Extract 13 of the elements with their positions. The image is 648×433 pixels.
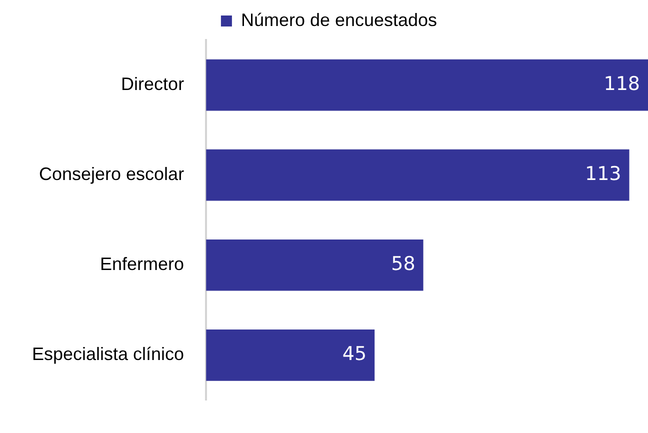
- data-label: 45: [342, 343, 367, 366]
- y-tick-label: Enfermero: [100, 254, 184, 274]
- data-label: 58: [391, 253, 416, 276]
- bar: [206, 149, 630, 201]
- data-label: 118: [604, 72, 640, 95]
- y-tick-label: Consejero escolar: [38, 164, 184, 184]
- legend-label: Número de encuestados: [240, 10, 438, 30]
- bar: [206, 239, 424, 291]
- bar: [206, 330, 375, 381]
- bar: [206, 59, 648, 111]
- y-tick-label: Director: [121, 74, 184, 94]
- y-tick-label: Especialista clínico: [32, 344, 184, 364]
- data-label: 113: [585, 163, 622, 186]
